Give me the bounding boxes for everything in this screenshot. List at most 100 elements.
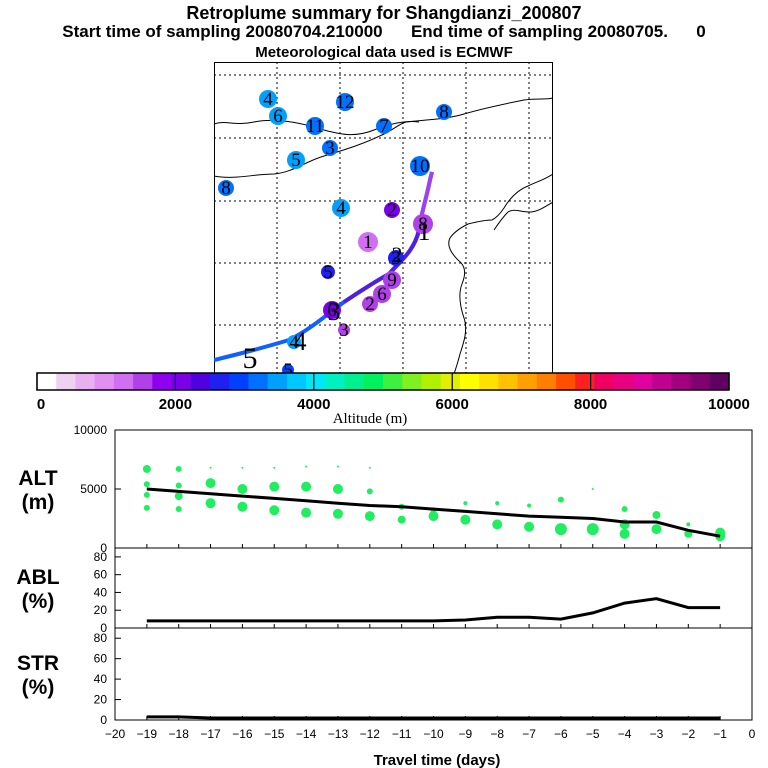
alt-point: [241, 466, 244, 469]
colorbar-swatch: [459, 373, 480, 390]
alt-point: [142, 464, 151, 473]
cluster-label: 8: [418, 214, 428, 235]
y-tick-label: 10000: [74, 425, 108, 437]
colorbar-swatch: [286, 373, 307, 390]
colorbar-swatch: [652, 373, 672, 390]
cluster-point: [383, 271, 401, 289]
panel-y-label: (%): [22, 590, 55, 613]
alt-point: [527, 503, 532, 508]
trajectory-day-label: 2: [392, 242, 403, 267]
cluster-label: 1: [363, 232, 373, 253]
alt-point: [591, 488, 594, 490]
alt-point: [301, 507, 312, 518]
alt-point: [237, 484, 248, 494]
cluster-label: 8: [221, 178, 231, 199]
cluster-label: 9: [387, 270, 397, 291]
alt-point: [428, 511, 439, 522]
alt-point: [651, 524, 662, 535]
alt-point: [366, 488, 373, 495]
cluster-point: [282, 364, 294, 374]
alt-point: [205, 498, 216, 509]
trajectory-day-label: 5: [243, 342, 258, 374]
cluster-point: [338, 324, 350, 336]
cluster-point: [413, 214, 433, 234]
cluster-label: 4: [336, 198, 346, 219]
alt-point: [237, 501, 248, 512]
panel-y-label: STR: [17, 652, 59, 675]
colorbar-swatch: [133, 373, 153, 390]
chart-title: Retroplume summary for Shangdianzi_20080…: [186, 3, 582, 23]
alt-point: [269, 505, 280, 516]
colorbar-tick-label: 6000: [436, 396, 469, 413]
x-tick-label: −8: [490, 727, 504, 741]
colorbar-swatch: [152, 373, 173, 390]
cluster-point: [287, 335, 301, 349]
panel-y-label: (m): [22, 491, 55, 514]
colorbar-swatch: [94, 373, 115, 390]
altitude-colorbar: 0 2000 4000 6000 8000 10000 Altitude (m): [36, 372, 750, 427]
alt-point: [397, 515, 406, 524]
cluster-label: 12: [336, 92, 355, 113]
colorbar-swatch: [517, 373, 538, 390]
series-line: [146, 487, 721, 538]
x-tick-label: −4: [618, 727, 632, 741]
cluster-point: [362, 296, 378, 312]
colorbar-swatch: [421, 373, 442, 390]
colorbar-swatch: [575, 373, 595, 390]
cluster-label: 5: [283, 360, 293, 374]
y-tick-label: 20: [94, 603, 108, 617]
x-tick-label: −12: [360, 727, 381, 741]
cluster-label: 11: [306, 116, 324, 137]
y-tick-label: 5000: [80, 482, 107, 496]
x-tick-label: −7: [522, 727, 536, 741]
colorbar-swatch: [383, 373, 403, 390]
x-tick-label: −15: [264, 727, 285, 741]
colorbar-tick-label: 8000: [574, 396, 607, 413]
x-tick-label: −9: [459, 727, 473, 741]
x-axis-label: Travel time (days): [374, 752, 501, 768]
alt-point: [495, 501, 500, 506]
colorbar-swatch: [248, 373, 269, 390]
alt-point: [619, 528, 630, 539]
y-tick-label: 40: [94, 672, 108, 686]
meteo-data-note: Meteorological data used is ECMWF: [255, 44, 513, 61]
x-tick-label: −2: [681, 727, 695, 741]
cluster-point: [376, 118, 392, 134]
x-tick-label: −10: [423, 727, 444, 741]
alt-point: [301, 481, 312, 492]
x-tick-label: −17: [200, 727, 221, 741]
cluster-point: [410, 156, 430, 176]
cluster-point: [436, 104, 452, 120]
cluster-point: [259, 90, 277, 108]
alt-point: [332, 484, 343, 494]
colorbar-swatch: [171, 373, 192, 390]
cluster-point: [332, 199, 350, 217]
alt-point: [175, 465, 182, 472]
colorbar-swatch: [671, 373, 692, 390]
time-series-panels: ALT(m)0500010000ABL(%)020406080STR(%)020…: [16, 425, 756, 768]
alt-point: [143, 504, 150, 511]
x-tick-label: −1: [713, 727, 727, 741]
y-tick-label: 0: [100, 713, 107, 727]
colorbar-swatch: [306, 373, 326, 390]
colorbar-swatch: [402, 373, 422, 390]
cluster-label: 3: [391, 248, 401, 269]
colorbar-swatch: [440, 373, 461, 390]
x-tick-label: −18: [169, 727, 190, 741]
alt-point: [269, 481, 280, 492]
colorbar-tick-label: 10000: [708, 396, 750, 413]
colorbar-swatch: [556, 373, 576, 390]
alt-point: [524, 521, 535, 532]
cluster-label: 6: [377, 284, 387, 305]
cluster-label: 3: [339, 320, 349, 341]
alt-point: [621, 506, 628, 513]
colorbar-tick-label: 4000: [297, 396, 330, 413]
cluster-label: 8: [439, 102, 449, 123]
series-line: [146, 715, 721, 720]
cluster-label: 3: [325, 138, 335, 159]
panel-frame: [114, 547, 753, 629]
cluster-point: [321, 265, 335, 279]
colorbar-swatch: [594, 373, 615, 390]
